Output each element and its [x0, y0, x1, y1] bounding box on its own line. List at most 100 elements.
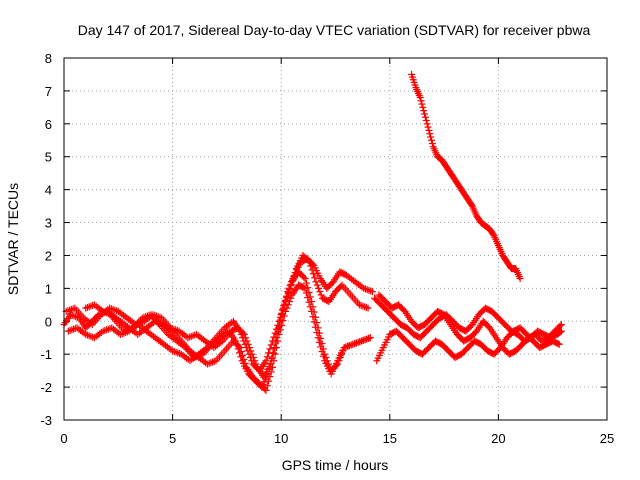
data-point — [308, 307, 316, 315]
x-axis-ticks: 0 5 10 15 20 25 — [60, 58, 614, 446]
y-tick-label: 7 — [45, 84, 52, 99]
data-point — [285, 286, 293, 294]
data-point — [312, 278, 320, 286]
y-tick-label: 1 — [45, 281, 52, 296]
data-point — [317, 291, 325, 299]
data-point — [556, 322, 564, 330]
data-point — [241, 340, 249, 348]
data-point — [315, 284, 323, 292]
data-point — [275, 317, 283, 325]
y-tick-label: 0 — [45, 314, 52, 329]
data-point — [283, 294, 291, 302]
data-point — [248, 357, 256, 365]
data-point — [419, 103, 427, 111]
data-point — [307, 262, 315, 270]
data-point — [285, 298, 293, 306]
data-point — [284, 290, 292, 298]
data-point — [421, 110, 429, 118]
x-tick-label: 0 — [60, 431, 67, 446]
data-point — [271, 329, 279, 337]
series-track-d — [82, 281, 374, 394]
data-point — [267, 341, 275, 349]
data-point — [301, 284, 309, 292]
data-point — [282, 307, 290, 315]
data-point — [265, 377, 273, 385]
data-point — [237, 330, 245, 338]
data-point — [262, 386, 270, 394]
data-point — [245, 350, 253, 358]
data-point — [302, 279, 310, 287]
x-axis-label: GPS time / hours — [282, 457, 389, 473]
grid-lines — [64, 58, 607, 420]
x-tick-label: 5 — [169, 431, 176, 446]
data-point — [424, 123, 432, 131]
data-point — [276, 326, 284, 334]
data-point — [304, 257, 312, 265]
data-point — [317, 343, 325, 351]
data-point — [284, 301, 292, 309]
data-point — [309, 270, 317, 278]
data-point — [246, 353, 254, 361]
data-point — [364, 304, 372, 312]
data-point — [241, 359, 249, 367]
data-point — [316, 288, 324, 296]
data-point — [420, 107, 428, 115]
data-point — [319, 352, 327, 360]
data-point — [421, 113, 429, 121]
data-point — [555, 340, 563, 348]
data-point — [236, 327, 244, 335]
data-point — [237, 348, 245, 356]
y-tick-label: 2 — [45, 248, 52, 263]
data-point — [416, 93, 424, 101]
y-axis-label: SDTVAR / TECUs — [5, 183, 21, 295]
data-point — [265, 349, 273, 357]
data-point — [310, 318, 318, 326]
data-point — [272, 325, 280, 333]
data-point — [262, 357, 270, 365]
data-point — [428, 136, 436, 144]
data-points — [60, 70, 565, 394]
data-point — [366, 334, 374, 342]
y-axis-ticks: -3 -2 -1 0 1 2 3 4 5 6 7 8 — [40, 51, 607, 428]
data-point — [300, 273, 308, 281]
data-point — [557, 321, 565, 329]
data-point — [239, 334, 247, 342]
data-point — [280, 312, 288, 320]
data-point — [274, 337, 282, 345]
series-track-e — [408, 70, 524, 282]
data-point — [266, 373, 274, 381]
data-point — [309, 313, 317, 321]
y-tick-label: 5 — [45, 150, 52, 165]
data-point — [235, 342, 243, 350]
data-point — [240, 337, 248, 345]
data-point — [368, 288, 376, 296]
data-point — [263, 353, 271, 361]
data-point — [423, 120, 431, 128]
data-point — [304, 294, 312, 302]
data-point — [271, 350, 279, 358]
data-point — [305, 298, 313, 306]
data-point — [312, 323, 320, 331]
data-point — [275, 330, 283, 338]
series-track-h — [375, 291, 565, 358]
data-point — [306, 303, 314, 311]
data-point — [417, 97, 425, 105]
data-point — [315, 338, 323, 346]
data-point — [516, 274, 524, 282]
data-point — [239, 351, 247, 359]
y-tick-label: -2 — [40, 380, 52, 395]
data-point — [311, 274, 319, 282]
data-point — [267, 368, 275, 376]
data-point — [308, 266, 316, 274]
data-point — [554, 340, 562, 348]
x-tick-label: 10 — [274, 431, 288, 446]
data-point — [418, 100, 426, 108]
data-point — [244, 347, 252, 355]
data-point — [287, 294, 295, 302]
data-point — [314, 334, 322, 342]
data-point — [426, 130, 434, 138]
data-point — [278, 321, 286, 329]
data-point — [313, 328, 321, 336]
data-point — [270, 357, 278, 365]
